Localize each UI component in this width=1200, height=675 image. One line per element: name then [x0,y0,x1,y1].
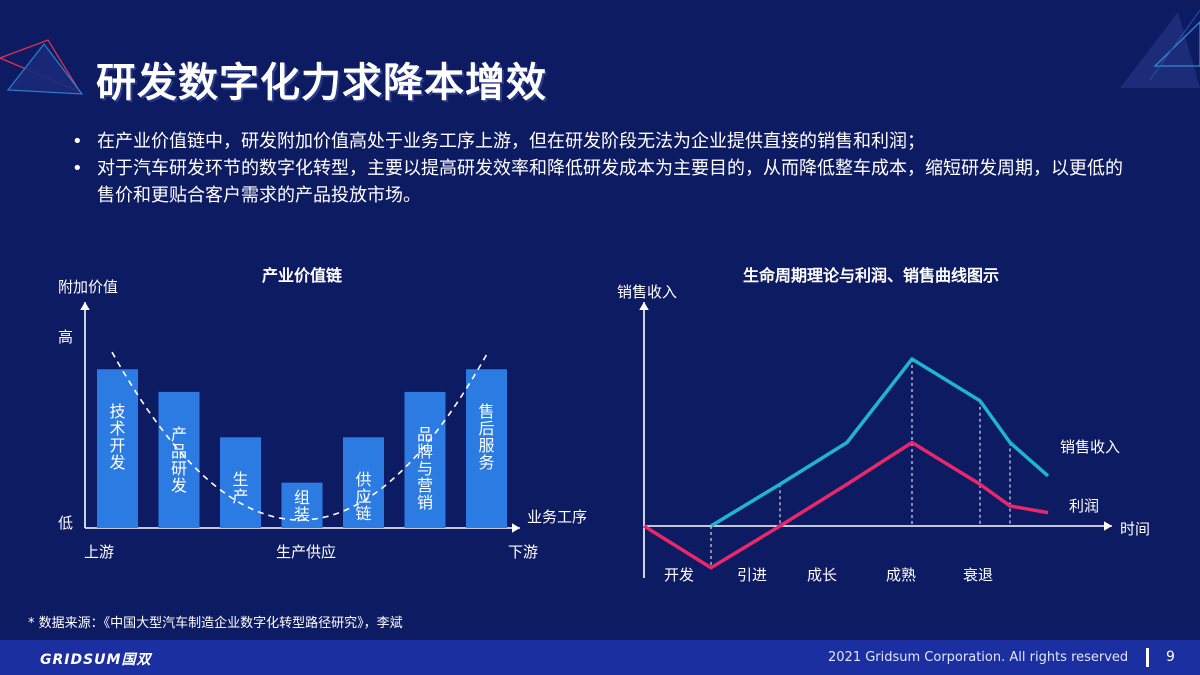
bullet-dot: • [72,131,83,152]
page-number: 9 [1166,649,1175,665]
corner-triangle-right [1120,12,1200,88]
value-chain-x-tick-upstream: 上游 [84,543,115,561]
value-chain-bar-label: 供应链 [355,470,372,524]
lifecycle-sales-line [710,357,1050,528]
value-chain-trend-curve [111,351,488,521]
value-chain-bar [404,391,446,528]
footer-bar: GRIDSUM国双 2021 Gridsum Corporation. All … [0,640,1200,675]
lifecycle-chart-title: 生命周期理论与利润、销售曲线图示 [743,266,1000,285]
value-chain-x-axis-label: 业务工序 [527,508,588,526]
value-chain-bar [343,437,384,528]
bullet-dot: • [72,158,83,179]
bullet-item: • 在产业价值链中，研发附加价值高处于业务工序上游，但在研发阶段无法为企业提供直… [70,128,1140,155]
copyright-text: 2021 Gridsum Corporation. All rights res… [828,650,1129,665]
data-source-note: * 数据来源：《中国大型汽车制造企业数字化转型路径研究》，李斌 [28,616,403,631]
corner-triangle-blue [6,43,84,95]
bullet-text: 对于汽车研发环节的数字化转型，主要以提高研发效率和降低研发成本为主要目的，从而降… [97,158,1123,206]
lifecycle-stage-label: 衰退 [963,566,994,584]
value-chain-bar [466,369,507,528]
page-title: 研发数字化力求降本增效 [96,60,547,106]
lifecycle-x-axis-arrowhead [1104,521,1112,531]
bullet-list: • 在产业价值链中，研发附加价值高处于业务工序上游，但在研发阶段无法为企业提供直… [70,128,1140,209]
value-chain-bar-label: 生产 [232,470,249,507]
lifecycle-stage-label: 开发 [664,566,695,584]
lifecycle-sales-series-label: 销售收入 [1060,438,1121,456]
value-chain-bar-label: 品牌与营销 [416,424,433,512]
value-chain-bar-label: 技术开发 [109,402,126,473]
value-chain-bar [220,437,261,528]
gridsum-logo: GRIDSUM国双 [40,652,152,668]
footer-separator [1146,648,1149,667]
lifecycle-profit-line [643,440,1049,570]
lifecycle-profit-series-label: 利润 [1069,497,1100,515]
value-chain-y-tick-high: 高 [58,328,74,346]
lifecycle-y-axis-label: 销售收入 [617,283,678,301]
corner-line [1149,9,1200,81]
value-chain-bar [97,369,138,528]
value-chain-x-tick-downstream: 下游 [508,543,539,561]
lifecycle-x-axis-label: 时间 [1120,520,1151,538]
value-chain-y-axis-label: 附加价值 [58,278,119,296]
value-chain-bar-label: 售后服务 [478,402,495,473]
value-chain-chart-title: 产业价值链 [262,266,343,285]
value-chain-bar-label: 组装 [293,487,310,524]
corner-triangle-right-outline [1153,21,1200,67]
value-chain-y-axis-arrowhead [80,302,90,310]
bullet-item: • 对于汽车研发环节的数字化转型，主要以提高研发效率和降低研发成本为主要目的，从… [70,155,1140,209]
lifecycle-stage-label: 引进 [737,566,768,584]
value-chain-bar [158,391,200,528]
value-chain-bar-label: 产品研发 [170,424,187,495]
value-chain-y-tick-low: 低 [58,514,74,532]
lifecycle-y-axis-arrowhead [639,302,649,310]
lifecycle-stage-label: 成长 [807,566,838,584]
value-chain-x-tick-production: 生产供应 [276,543,337,561]
value-chain-x-axis-arrowhead [512,523,520,533]
bullet-text: 在产业价值链中，研发附加价值高处于业务工序上游，但在研发阶段无法为企业提供直接的… [97,131,925,152]
lifecycle-stage-label: 成熟 [886,566,917,584]
